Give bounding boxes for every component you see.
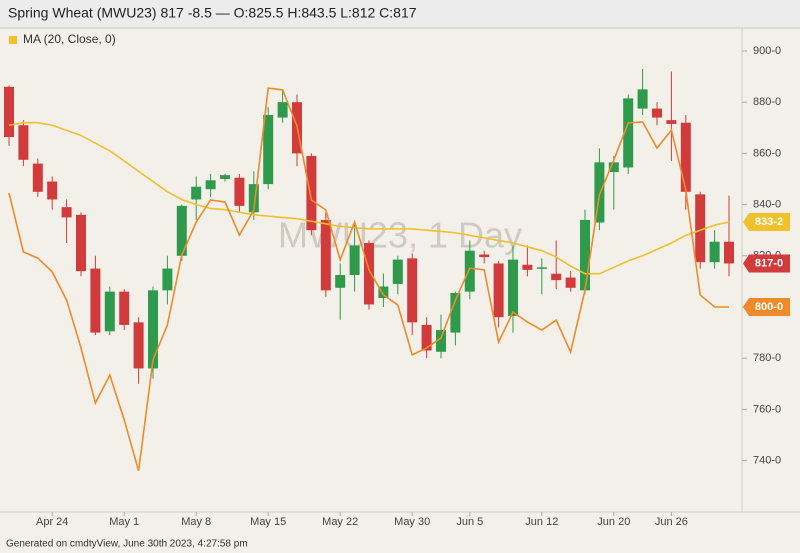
y-tick-label: 900-0	[753, 45, 781, 57]
candle-body	[608, 162, 619, 173]
candle-body	[191, 186, 202, 200]
price-badge-label: 800-0	[755, 301, 783, 313]
candle-body	[594, 162, 605, 223]
candle-body	[162, 268, 173, 291]
x-tick-label: Jun 26	[655, 516, 688, 528]
candle-body	[378, 286, 389, 299]
footer: Generated on cmdtyView, June 30th 2023, …	[6, 539, 248, 550]
x-tick-label: May 30	[394, 516, 430, 528]
candle-body	[90, 268, 101, 333]
x-tick-label: Jun 12	[525, 516, 558, 528]
y-tick-label: 860-0	[753, 147, 781, 159]
candle-body	[176, 205, 187, 256]
candle-body	[133, 322, 144, 369]
candle-body	[277, 102, 288, 118]
candle-body	[623, 98, 634, 168]
candle-body	[47, 181, 58, 200]
candle-body	[580, 219, 590, 291]
x-tick-label: May 15	[250, 516, 286, 528]
candle-body	[61, 207, 72, 218]
candle-body	[666, 120, 677, 124]
x-tick-label: Apr 24	[36, 516, 68, 528]
candle-body	[32, 163, 43, 192]
candle-body	[724, 241, 734, 264]
legend-label: MA (20, Close, 0)	[23, 32, 116, 46]
candle-body	[695, 194, 706, 263]
candle-body	[536, 267, 547, 269]
candle-body	[407, 258, 418, 323]
x-tick-label: Jun 20	[597, 516, 630, 528]
candle-body	[493, 263, 504, 318]
x-tick-label: May 1	[109, 516, 139, 528]
candle-body	[248, 184, 259, 213]
candle-body	[349, 245, 360, 275]
line-series	[8, 87, 729, 472]
header-title: Spring Wheat (MWU23) 817 -8.5 — O:825.5 …	[8, 5, 417, 21]
line-series	[8, 121, 730, 275]
y-tick-label: 780-0	[753, 352, 781, 364]
candle-body	[637, 89, 648, 109]
candle-body	[4, 86, 14, 138]
price-badge	[743, 297, 790, 316]
candle-body	[320, 219, 331, 291]
candle-body	[565, 277, 576, 288]
x-tick-label: May 8	[181, 516, 211, 528]
price-badge	[743, 254, 790, 273]
candle-body	[709, 241, 720, 263]
y-tick-label: 880-0	[753, 96, 781, 108]
y-tick-label: 740-0	[753, 454, 781, 466]
watermark: MWU23, 1 Day	[278, 215, 522, 256]
candle-body	[76, 214, 86, 272]
candle-body	[205, 180, 216, 190]
candle-body	[551, 273, 562, 281]
candle-body	[148, 290, 158, 369]
price-badge-label: 833-2	[755, 216, 783, 228]
candle-body	[364, 242, 374, 305]
price-badge-label: 817-0	[755, 257, 783, 269]
legend-swatch	[9, 36, 17, 44]
header-bar	[0, 0, 800, 28]
candle-body	[522, 264, 533, 270]
candle-body	[263, 114, 274, 185]
x-tick-label: May 22	[322, 516, 358, 528]
candle-body	[234, 177, 245, 206]
candle-body	[652, 108, 662, 118]
candle-body	[119, 291, 130, 325]
candle-body	[18, 125, 29, 160]
candle-body	[421, 324, 432, 351]
candle-body	[306, 155, 317, 231]
y-tick-label: 760-0	[753, 403, 781, 415]
candle-body	[436, 330, 446, 352]
y-tick-label: 840-0	[753, 198, 781, 210]
candle-body	[450, 292, 461, 333]
candle-body	[392, 259, 403, 284]
candle-body	[104, 291, 115, 332]
candle-body	[335, 274, 346, 288]
candle-body	[464, 250, 475, 292]
price-badge	[743, 213, 790, 231]
candle-body	[680, 122, 691, 192]
candle-body	[479, 254, 490, 258]
x-tick-label: Jun 5	[456, 516, 483, 528]
candle-body	[220, 175, 230, 179]
candle-body	[508, 259, 518, 316]
